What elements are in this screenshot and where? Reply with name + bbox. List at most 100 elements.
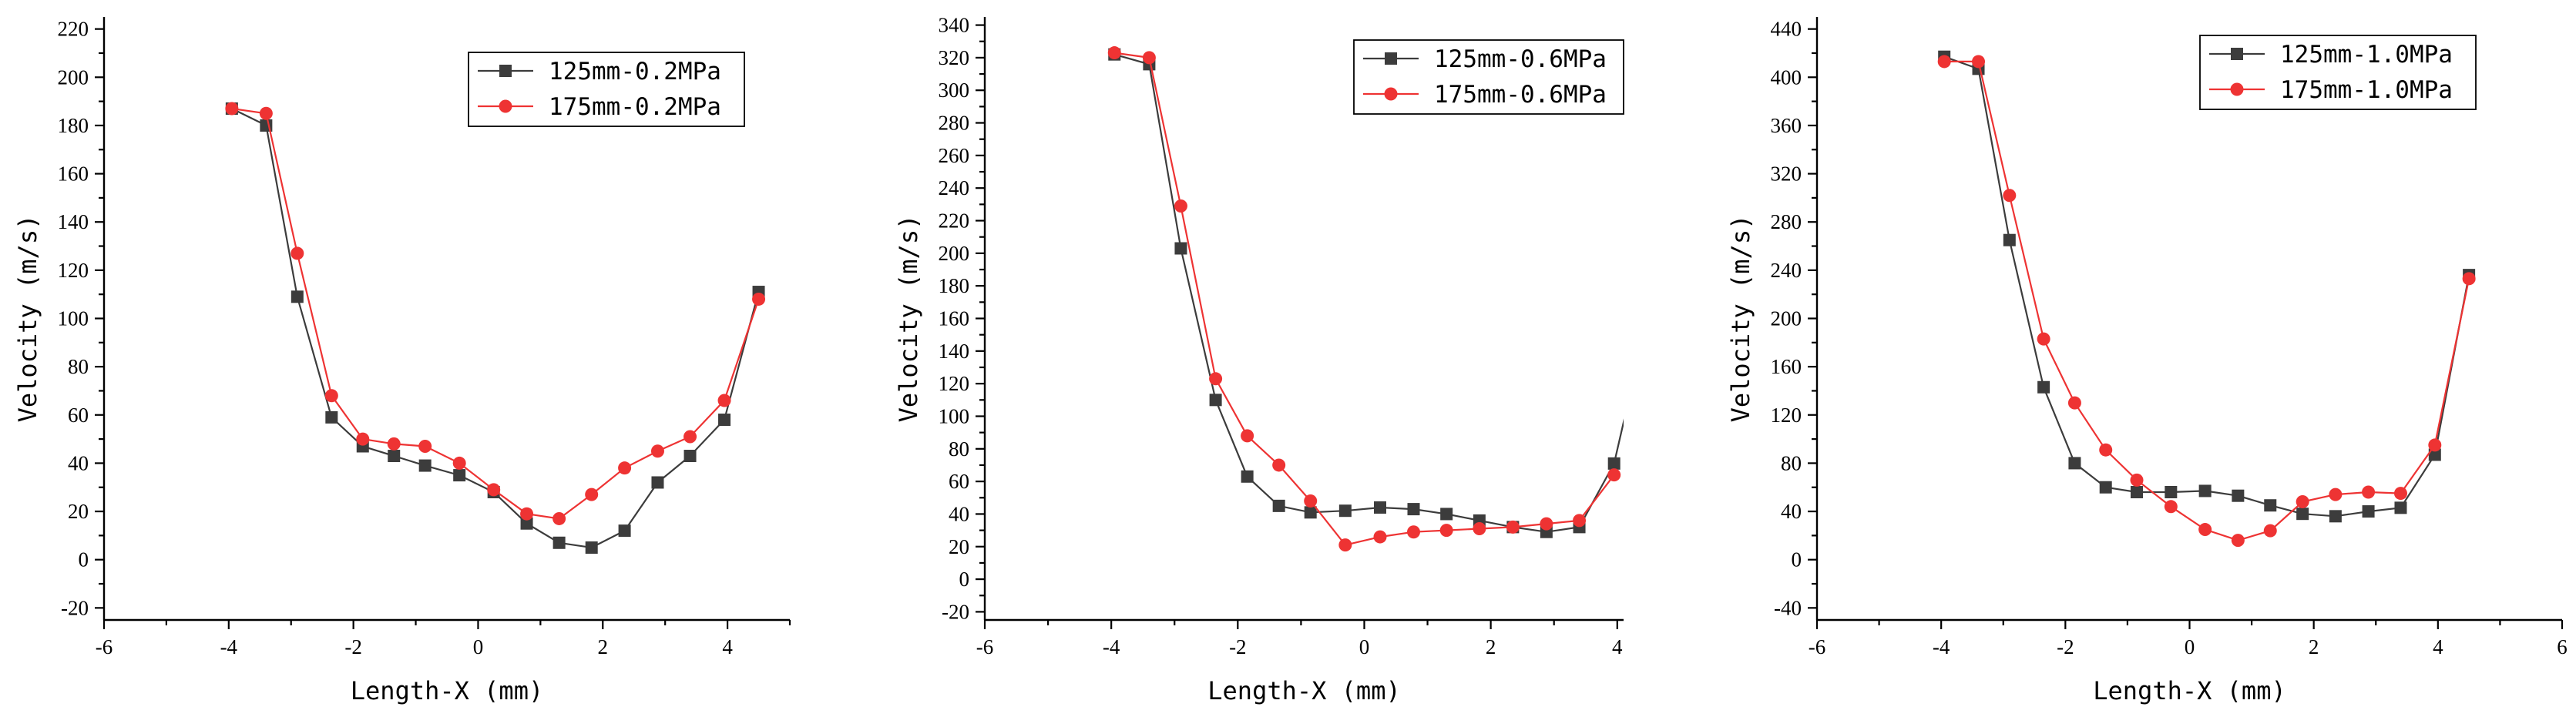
data-point-circle: [1304, 494, 1318, 508]
data-point-square: [2232, 489, 2245, 502]
data-point-circle: [2263, 524, 2277, 538]
data-point-square: [618, 524, 631, 538]
x-tick-label: -2: [2057, 635, 2074, 658]
data-point-circle: [683, 430, 697, 444]
y-tick-label: 80: [68, 355, 89, 378]
data-point-circle: [2198, 523, 2212, 537]
series-line-1: [1943, 55, 2470, 518]
y-tick-label: 320: [939, 46, 970, 69]
data-point-square: [2198, 484, 2212, 498]
chart-panel-3: -6 -4 -2 0 2 4 6 -40 0 40 80 120 160 200 240 280 320 360 4…: [1726, 17, 2568, 705]
y-tick-label: 320: [1771, 162, 1802, 186]
data-point-circle: [1506, 520, 1520, 534]
legend-entry-label: 175mm-0.6MPa: [1434, 81, 1607, 109]
legend-entry-label: 175mm-0.2MPa: [549, 93, 721, 121]
data-point-circle: [356, 432, 370, 446]
data-point-circle: [259, 106, 273, 120]
y-tick-label: 260: [939, 144, 970, 167]
y-tick-label: 400: [1771, 65, 1802, 89]
data-point-circle: [225, 102, 239, 116]
x-tick-label: 0: [473, 635, 484, 658]
x-tick-label: -6: [96, 635, 113, 658]
y-axis-label: Velocity (m/s): [13, 215, 42, 423]
data-point-circle: [552, 511, 566, 525]
y-tick-label: 280: [1771, 210, 1802, 233]
data-point-circle: [1607, 468, 1621, 482]
y-tick-label: 80: [949, 437, 969, 461]
data-point-square: [2037, 380, 2050, 394]
data-point-square: [1373, 501, 1386, 514]
x-tick-label: -4: [1933, 635, 1950, 658]
y-tick-label: 100: [58, 307, 89, 330]
data-point-square: [585, 541, 598, 555]
legend-entry-label: 125mm-0.2MPa: [549, 58, 721, 85]
y-tick-label: 80: [1781, 451, 1802, 474]
y-tick-label: 160: [58, 162, 89, 186]
data-point-square: [2165, 486, 2178, 499]
data-point-circle: [1209, 372, 1223, 386]
data-point-circle: [1107, 46, 1121, 60]
series-line-1: [1114, 53, 1624, 533]
data-point-circle: [650, 444, 664, 458]
legend-marker-circle: [1384, 87, 1398, 101]
plot-area: [225, 102, 766, 555]
y-tick-label: 120: [939, 372, 970, 395]
x-tick-label: 6: [2557, 635, 2568, 658]
x-tick-label: -6: [1809, 635, 1826, 658]
x-tick-label: -4: [220, 635, 238, 658]
data-point-square: [453, 469, 466, 482]
legend-entry-label: 125mm-1.0MPa: [2280, 41, 2453, 69]
y-tick-label: 220: [939, 209, 970, 233]
data-point-square: [418, 459, 432, 472]
data-point-square: [2296, 508, 2309, 521]
x-tick-label: -2: [344, 635, 362, 658]
data-point-circle: [618, 461, 632, 475]
data-point-circle: [1937, 55, 1951, 69]
y-tick-label: 120: [1771, 404, 1802, 427]
data-point-square: [2329, 510, 2342, 523]
y-tick-label: 180: [939, 274, 970, 297]
data-point-square: [291, 290, 304, 303]
data-point-square: [2003, 233, 2016, 246]
legend-marker-circle: [2230, 82, 2244, 96]
data-point-square: [2131, 486, 2144, 499]
legend-box: [2199, 35, 2477, 110]
data-point-square: [1304, 506, 1317, 519]
y-tick-label: 360: [1771, 114, 1802, 137]
data-point-circle: [752, 292, 766, 306]
data-point-circle: [2296, 495, 2309, 509]
y-tick-label: 280: [939, 112, 970, 135]
data-point-square: [1241, 470, 1254, 483]
data-point-circle: [1338, 538, 1352, 552]
legend: 125mm-0.6MPa 175mm-0.6MPa: [1353, 39, 1624, 115]
data-point-circle: [2329, 487, 2343, 501]
y-tick-label: 200: [58, 65, 89, 89]
data-point-circle: [1174, 199, 1187, 213]
y-tick-label: 120: [58, 259, 89, 282]
data-point-square: [325, 410, 338, 424]
data-point-circle: [324, 389, 338, 403]
y-tick-label: 240: [939, 176, 970, 199]
y-tick-label: 240: [1771, 259, 1802, 282]
y-tick-label: 20: [949, 535, 969, 558]
x-tick-label: -6: [976, 635, 994, 658]
series-line-2: [231, 107, 760, 520]
data-point-circle: [717, 394, 731, 407]
data-point-square: [552, 536, 566, 549]
plot-area: [1937, 50, 2476, 548]
data-point-circle: [291, 246, 304, 260]
y-tick-label: 220: [58, 18, 89, 41]
data-point-circle: [487, 483, 501, 497]
plot-area: [1107, 46, 1624, 552]
chart-panel-1: -6 -4 -2 0 2 4-200204060801001201401601802002…: [13, 17, 791, 705]
x-axis-label: Length-X (mm): [1207, 676, 1400, 705]
x-tick-label: -2: [1229, 635, 1247, 658]
series-line-1: [231, 108, 760, 549]
legend-marker-square: [2231, 48, 2243, 60]
legend-box: [468, 52, 745, 127]
y-tick-label: 200: [939, 242, 970, 265]
data-point-circle: [1972, 55, 1986, 69]
data-point-circle: [1439, 524, 1453, 538]
y-tick-label: 40: [68, 451, 89, 474]
